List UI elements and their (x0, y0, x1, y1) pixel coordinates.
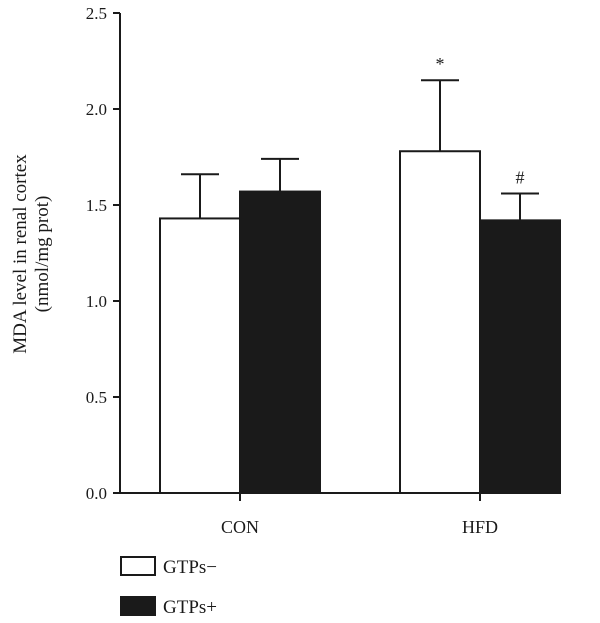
error-bars (181, 79, 539, 221)
y-axis-title-line-1: MDA level in renal cortex (10, 154, 31, 354)
legend: GTPs− GTPs+ (120, 556, 217, 618)
y-tick-label: 0.0 (86, 484, 107, 503)
legend-label: GTPs+ (163, 597, 217, 618)
significance-mark: # (516, 167, 525, 187)
significance-marks: *# (436, 54, 525, 187)
legend-swatch (120, 556, 156, 576)
y-tick-label: 2.5 (86, 4, 107, 23)
legend-label: GTPs− (163, 557, 217, 578)
bar (479, 219, 561, 495)
bar (159, 217, 241, 494)
y-tick-label: 1.5 (86, 196, 107, 215)
y-axis-title: MDA level in renal cortex (nmol/mg prot) (10, 154, 53, 354)
y-tick-label: 2.0 (86, 100, 107, 119)
x-category-label: CON (221, 517, 259, 537)
significance-mark: * (436, 54, 445, 74)
y-tick-label: 1.0 (86, 292, 107, 311)
y-axis-title-line-2: (nmol/mg prot) (32, 196, 53, 313)
bars (159, 150, 561, 495)
x-category-label: HFD (462, 517, 498, 537)
legend-swatch (120, 596, 156, 616)
y-tick-label: 0.5 (86, 388, 107, 407)
bar (239, 190, 321, 494)
bar (399, 150, 481, 495)
